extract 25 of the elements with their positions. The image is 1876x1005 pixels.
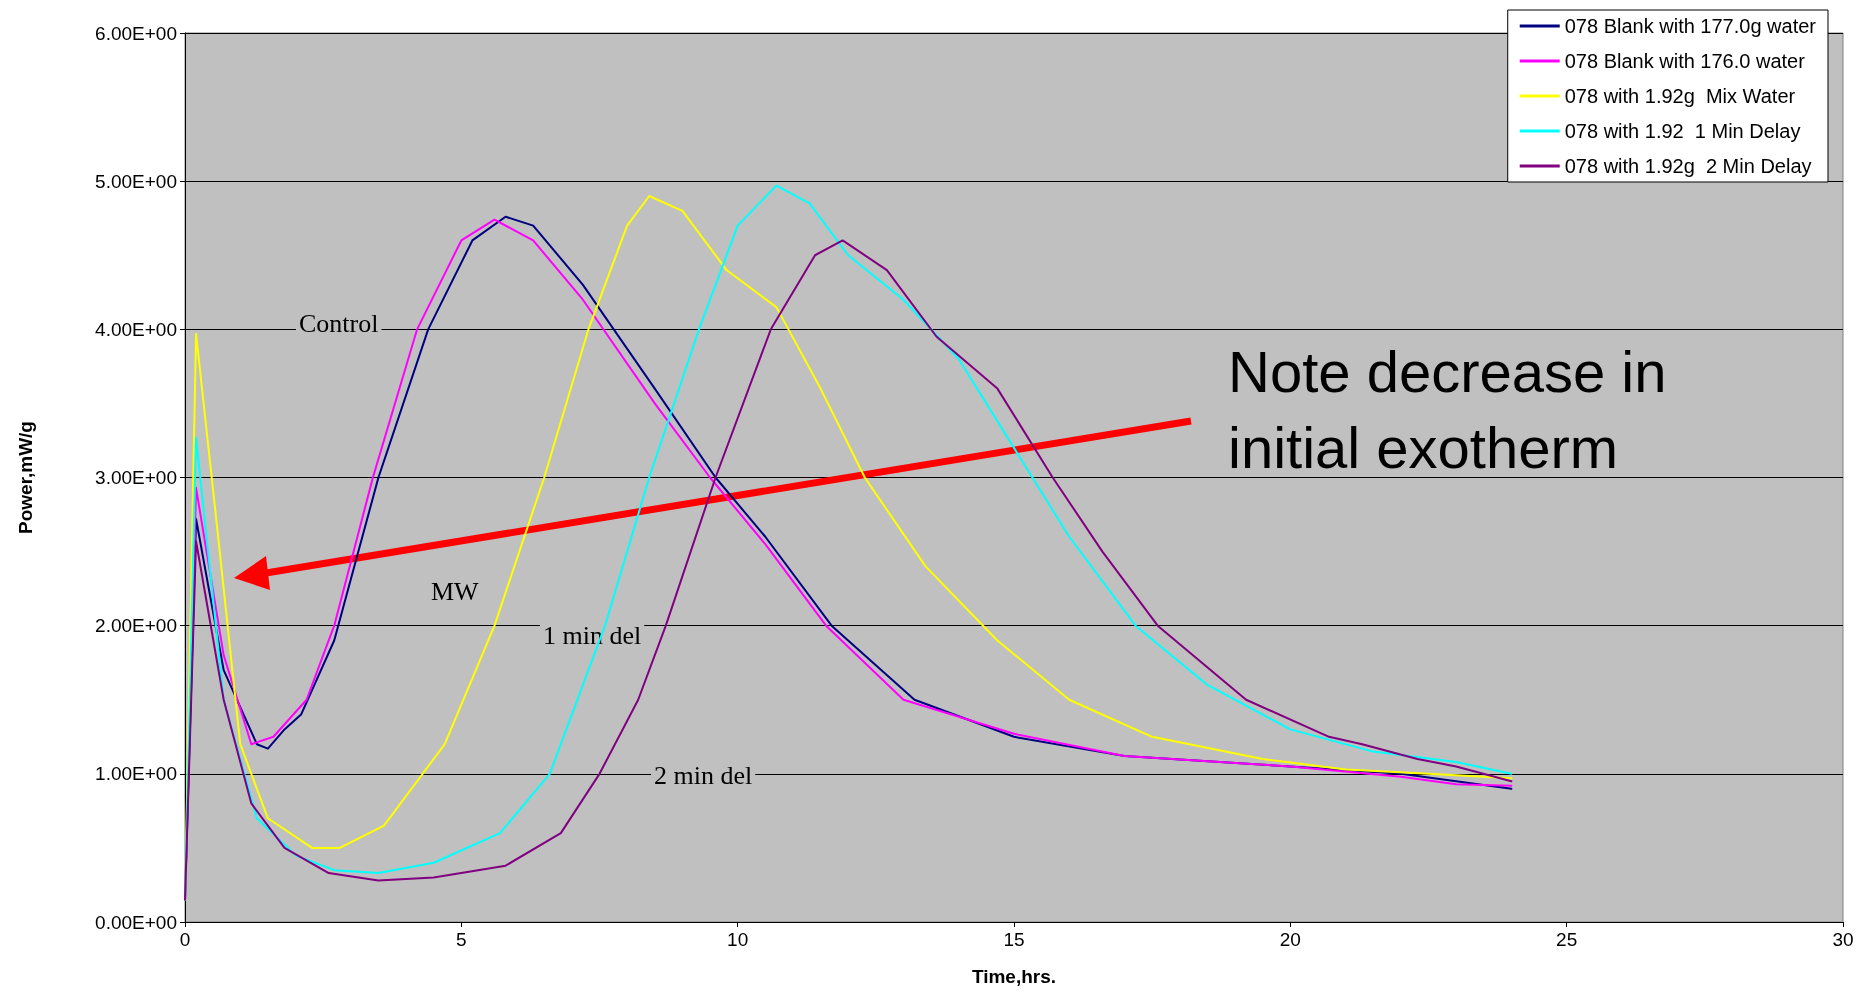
x-tick-label: 25: [1556, 929, 1578, 950]
y-tick-label: 4.00E+00: [95, 318, 177, 340]
x-tick-label: 20: [1279, 929, 1301, 950]
y-tick-label: 0.00E+00: [95, 911, 177, 933]
y-tick-label: 2.00E+00: [95, 615, 177, 637]
legend-label: 078 with 1.92 1 Min Delay: [1564, 120, 1801, 142]
legend-label: 078 with 1.92g Mix Water: [1564, 85, 1796, 107]
y-tick-label: 3.00E+00: [95, 467, 177, 488]
x-tick-label: 10: [727, 929, 749, 950]
annotation: 2 min del: [654, 760, 753, 790]
x-axis-title: Time,hrs.: [971, 966, 1057, 987]
y-tick-label: 6.00E+00: [95, 22, 177, 44]
x-tick-label: 0: [179, 929, 191, 950]
legend-label: 078 Blank with 176.0 water: [1564, 50, 1806, 72]
annotation: Note decrease in initial exotherm: [1228, 338, 1683, 480]
x-tick-label: 15: [1003, 929, 1025, 950]
annotation: Control: [299, 308, 379, 338]
x-tick-label: 5: [456, 929, 467, 950]
y-tick-label: 5.00E+00: [95, 170, 177, 192]
y-tick-label: 1.00E+00: [95, 763, 177, 785]
annotation: MW: [431, 576, 480, 606]
legend-label: 078 with 1.92g 2 Min Delay: [1564, 155, 1812, 177]
y-axis-title: Power,mW/g: [15, 421, 36, 534]
legend-label: 078 Blank with 177.0g water: [1564, 15, 1817, 37]
x-tick-label: 30: [1832, 929, 1854, 950]
